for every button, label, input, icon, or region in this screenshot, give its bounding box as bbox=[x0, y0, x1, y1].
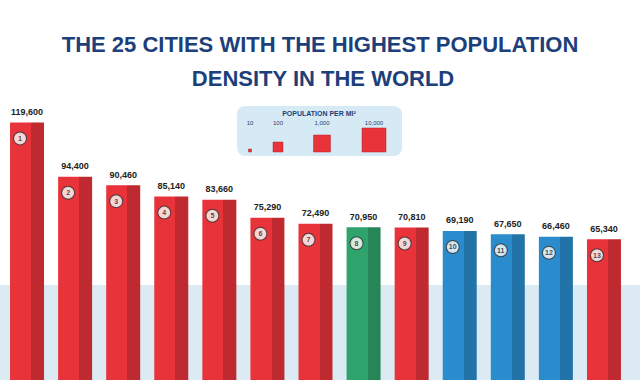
svg-text:10: 10 bbox=[247, 120, 254, 126]
svg-text:5: 5 bbox=[210, 212, 214, 219]
svg-text:70,950: 70,950 bbox=[350, 212, 378, 222]
svg-text:67,650: 67,650 bbox=[494, 219, 522, 229]
svg-text:POPULATION PER MI²: POPULATION PER MI² bbox=[282, 110, 356, 117]
svg-text:8: 8 bbox=[355, 240, 359, 247]
svg-text:69,190: 69,190 bbox=[446, 215, 474, 225]
svg-text:2: 2 bbox=[66, 189, 70, 196]
svg-text:85,140: 85,140 bbox=[158, 181, 186, 191]
svg-text:9: 9 bbox=[403, 240, 407, 247]
svg-text:70,810: 70,810 bbox=[398, 212, 426, 222]
svg-text:6: 6 bbox=[258, 230, 262, 237]
svg-text:75,290: 75,290 bbox=[254, 202, 282, 212]
svg-text:1: 1 bbox=[18, 135, 22, 142]
svg-text:11: 11 bbox=[497, 247, 505, 254]
svg-text:65,340: 65,340 bbox=[590, 224, 618, 234]
svg-text:12: 12 bbox=[545, 249, 553, 256]
svg-text:4: 4 bbox=[162, 209, 166, 216]
svg-text:94,400: 94,400 bbox=[61, 161, 89, 171]
svg-text:90,460: 90,460 bbox=[109, 170, 137, 180]
svg-text:119,600: 119,600 bbox=[11, 107, 43, 117]
svg-text:3: 3 bbox=[114, 198, 118, 205]
svg-text:DENSITY IN THE WORLD: DENSITY IN THE WORLD bbox=[186, 66, 455, 91]
svg-text:10,000: 10,000 bbox=[365, 120, 384, 126]
svg-text:66,460: 66,460 bbox=[542, 221, 570, 231]
svg-text:72,490: 72,490 bbox=[302, 208, 330, 218]
svg-text:THE 25 CITIES WITH THE HIGHEST: THE 25 CITIES WITH THE HIGHEST POPULATIO… bbox=[62, 32, 579, 57]
svg-text:1,000: 1,000 bbox=[314, 120, 330, 126]
svg-text:100: 100 bbox=[273, 120, 284, 126]
svg-text:7: 7 bbox=[307, 236, 311, 243]
svg-text:83,660: 83,660 bbox=[206, 184, 234, 194]
svg-text:13: 13 bbox=[593, 252, 601, 259]
svg-text:10: 10 bbox=[449, 243, 457, 250]
